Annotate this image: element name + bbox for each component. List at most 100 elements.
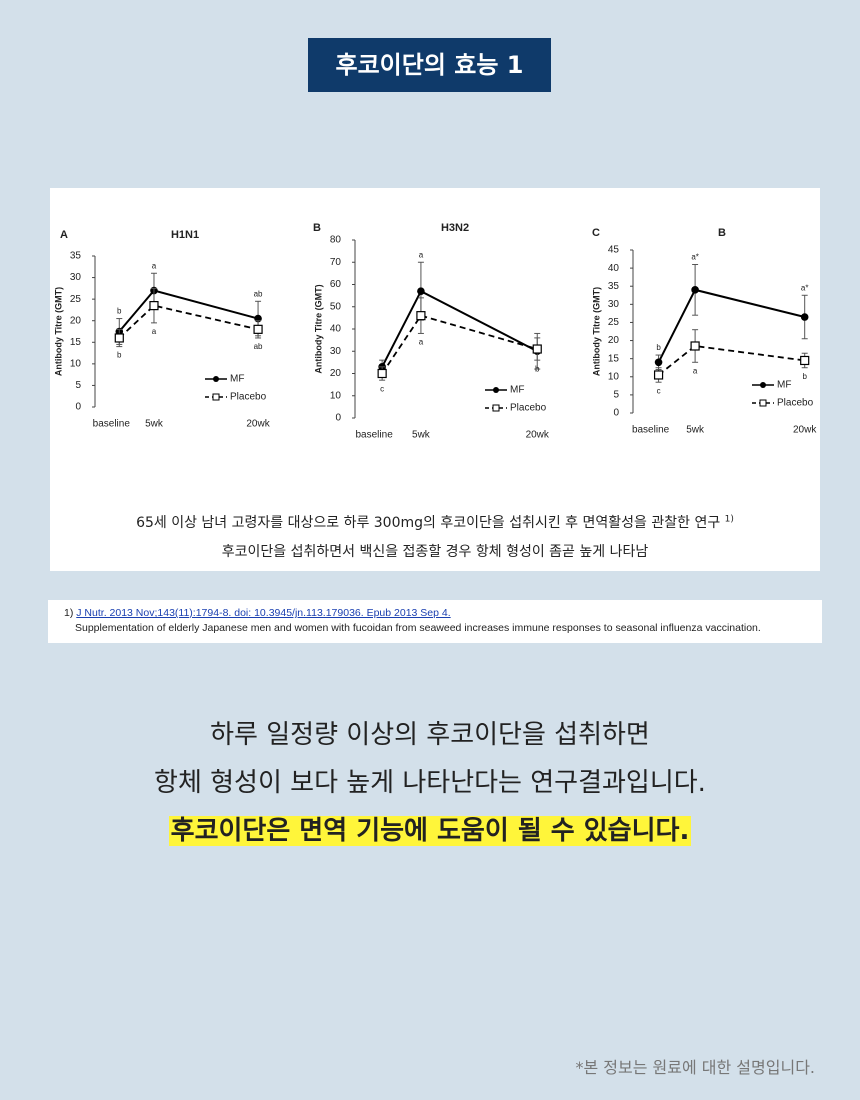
y-tick-label: 35 <box>70 251 82 262</box>
legend-label: Placebo <box>510 403 547 414</box>
legend-label: Placebo <box>777 398 814 409</box>
caption-note: 1) <box>724 514 734 525</box>
footer-note: *본 정보는 원료에 대한 설명입니다. <box>575 1058 815 1077</box>
data-point <box>691 286 699 294</box>
y-tick-label: 60 <box>330 279 342 290</box>
y-tick-label: 20 <box>330 368 342 379</box>
data-point <box>800 313 809 321</box>
x-tick-label: 5wk <box>412 430 431 441</box>
legend-marker <box>493 387 499 393</box>
x-tick-label: 20wk <box>793 425 817 436</box>
significance-label: b <box>117 351 122 360</box>
data-point <box>653 370 664 380</box>
significance-label: a <box>419 338 424 347</box>
y-tick-label: 80 <box>330 235 342 246</box>
y-tick-label: 70 <box>330 257 342 268</box>
significance-label: b <box>802 372 807 381</box>
data-point <box>253 324 263 334</box>
y-tick-label: 5 <box>613 390 619 401</box>
reference-description: Supplementation of elderly Japanese men … <box>75 622 761 634</box>
significance-label: b <box>117 307 122 316</box>
significance-label: a <box>152 327 157 336</box>
significance-label: c <box>657 386 661 395</box>
y-axis-label: Antibody Titre (GMT) <box>53 287 63 376</box>
reference-link[interactable]: J Nutr. 2013 Nov;143(11):1794-8. doi: 10… <box>76 607 451 619</box>
chart-title: H1N1 <box>171 229 199 241</box>
y-tick-label: 45 <box>608 245 620 256</box>
y-tick-label: 25 <box>608 317 620 328</box>
data-point <box>149 301 159 311</box>
significance-label: ab <box>254 289 263 298</box>
significance-label: b <box>535 364 540 373</box>
body-line: 항체 형성이 보다 높게 나타난다는 연구결과입니다. <box>154 768 706 798</box>
significance-label: a* <box>801 283 809 292</box>
series-line <box>381 314 538 375</box>
caption-line: 65세 이상 남녀 고령자를 대상으로 하루 300mg의 후코이단을 섭취시킨… <box>50 512 820 532</box>
y-tick-label: 5 <box>75 380 81 391</box>
y-tick-label: 10 <box>608 371 620 382</box>
data-point <box>377 368 387 379</box>
x-tick-label: 5wk <box>686 425 705 436</box>
y-tick-label: 30 <box>608 299 620 310</box>
body-highlight-line: 후코이단은 면역 기능에 도움이 될 수 있습니다. <box>0 810 860 847</box>
y-tick-label: 30 <box>330 346 342 357</box>
y-tick-label: 15 <box>70 337 82 348</box>
y-tick-label: 20 <box>608 335 620 346</box>
y-tick-label: 15 <box>608 353 620 364</box>
y-tick-label: 25 <box>70 294 82 305</box>
legend-label: MF <box>777 380 791 391</box>
data-point <box>416 311 426 321</box>
figure-panel: A H1N1 Antibody Titre (GMT) 0 5 10 15 20 25 30 35 b… <box>50 188 820 571</box>
y-axis-label: Antibody Titre (GMT) <box>591 287 601 376</box>
legend-marker <box>213 376 219 382</box>
reference-number: 1) <box>64 607 74 619</box>
data-point <box>800 355 810 366</box>
y-tick-label: 0 <box>335 413 341 424</box>
significance-label: a* <box>691 253 699 262</box>
caption-text: 65세 이상 남녀 고령자를 대상으로 하루 300mg의 후코이단을 섭취시킨… <box>136 515 721 531</box>
y-tick-label: 30 <box>70 272 82 283</box>
series-line <box>118 304 259 339</box>
significance-label: ab <box>254 342 263 351</box>
series-line <box>658 345 805 376</box>
y-tick-label: 50 <box>330 301 342 312</box>
legend-label: MF <box>230 374 244 385</box>
significance-label: a <box>152 261 157 270</box>
y-tick-label: 0 <box>613 408 619 419</box>
significance-label: a <box>693 366 698 375</box>
significance-label: c <box>380 384 384 393</box>
x-tick-label: 20wk <box>526 430 550 441</box>
y-axis-label: Antibody Titre (GMT) <box>313 284 323 373</box>
x-tick-label: baseline <box>356 430 394 441</box>
significance-label: b <box>656 343 661 352</box>
data-point <box>532 344 542 354</box>
y-tick-label: 0 <box>75 402 81 413</box>
header-title: 후코이단의 효능 1 <box>308 38 551 92</box>
reference-line: 1) J Nutr. 2013 Nov;143(11):1794-8. doi:… <box>64 607 451 619</box>
caption-line: 후코이단을 섭취하면서 백신을 접종할 경우 항체 형성이 좀곧 높게 나타남 <box>221 544 649 560</box>
y-tick-label: 40 <box>608 263 620 274</box>
y-tick-label: 20 <box>70 315 82 326</box>
body-line: 하루 일정량 이상의 후코이단을 섭취하면 <box>210 720 650 750</box>
legend-label: Placebo <box>230 392 267 403</box>
x-tick-label: 20wk <box>246 419 270 430</box>
legend-label: MF <box>510 385 524 396</box>
body-highlight: 후코이단은 면역 기능에 도움이 될 수 있습니다. <box>168 816 692 846</box>
y-tick-label: 10 <box>330 390 342 401</box>
y-tick-label: 40 <box>330 324 342 335</box>
data-point <box>114 333 124 343</box>
data-point <box>417 287 425 295</box>
series-line <box>381 289 538 368</box>
x-tick-label: baseline <box>632 425 670 436</box>
legend-marker <box>760 382 766 388</box>
y-tick-label: 10 <box>70 358 82 369</box>
panel-letter: A <box>60 229 68 241</box>
legend-marker <box>759 399 767 407</box>
y-tick-label: 35 <box>608 281 620 292</box>
panel-letter: C <box>592 227 600 239</box>
data-point <box>654 358 663 367</box>
chart-title: B <box>718 227 726 239</box>
reference: 1) J Nutr. 2013 Nov;143(11):1794-8. doi:… <box>48 600 822 643</box>
significance-label: a <box>419 250 424 259</box>
